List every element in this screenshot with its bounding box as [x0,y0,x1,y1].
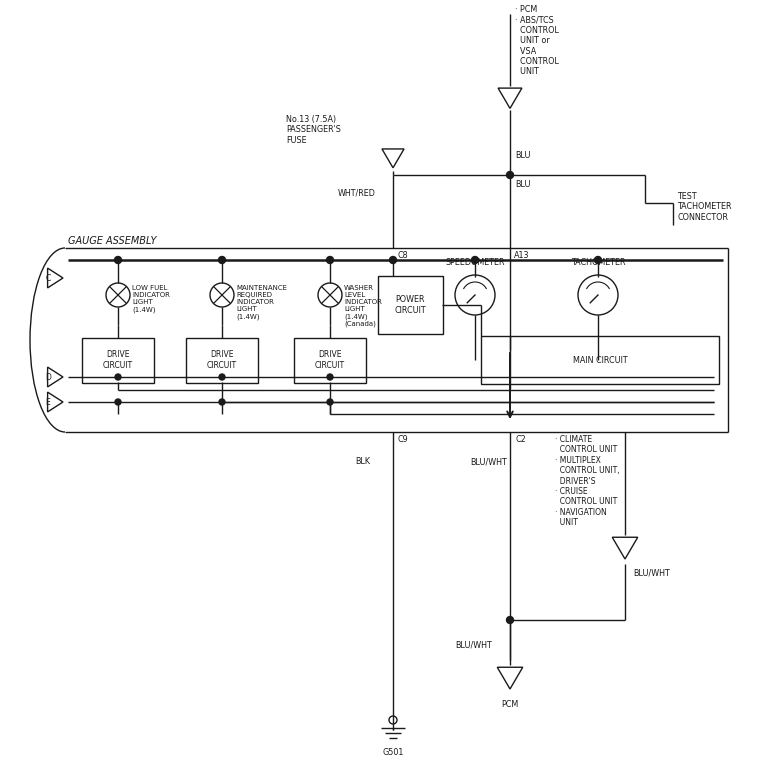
Circle shape [472,256,478,263]
Circle shape [594,256,601,263]
Text: SPEEDOMETER: SPEEDOMETER [445,258,505,267]
Text: A13: A13 [514,251,529,260]
Circle shape [114,256,121,263]
Text: MAIN CIRCUIT: MAIN CIRCUIT [573,355,627,365]
Text: · CLIMATE
  CONTROL UNIT
· MULTIPLEX
  CONTROL UNIT,
  DRIVER'S
· CRUISE
  CONTR: · CLIMATE CONTROL UNIT · MULTIPLEX CONTR… [555,435,620,527]
Text: C9: C9 [398,435,409,444]
Text: GAUGE ASSEMBLY: GAUGE ASSEMBLY [68,236,157,246]
Circle shape [219,374,225,380]
Bar [481,336,719,384]
Bar [378,276,442,334]
Text: D: D [45,372,51,382]
Circle shape [507,171,514,178]
Circle shape [115,374,121,380]
Text: C8: C8 [397,251,408,260]
Text: POWER
CIRCUIT: POWER CIRCUIT [394,295,425,315]
Circle shape [219,399,225,405]
Bar [186,337,258,382]
Text: TACHOMETER: TACHOMETER [571,258,625,267]
Circle shape [507,616,514,623]
Text: LOW FUEL
INDICATOR
LIGHT
(1.4W): LOW FUEL INDICATOR LIGHT (1.4W) [132,285,170,312]
Text: TEST
TACHOMETER
CONNECTOR: TEST TACHOMETER CONNECTOR [677,192,731,222]
Circle shape [219,256,226,263]
Text: BLU/WHT: BLU/WHT [470,457,507,466]
Text: No.13 (7.5A)
PASSENGER'S
FUSE: No.13 (7.5A) PASSENGER'S FUSE [286,115,341,145]
Text: C: C [45,273,51,283]
Text: E: E [45,397,51,407]
Text: BLU: BLU [515,180,531,189]
Text: · PCM
· ABS/TCS
  CONTROL
  UNIT or
  VSA
  CONTROL
  UNIT: · PCM · ABS/TCS CONTROL UNIT or VSA CONT… [515,5,559,76]
Circle shape [115,399,121,405]
Text: WASHER
LEVEL
INDICATOR
LIGHT
(1.4W)
(Canada): WASHER LEVEL INDICATOR LIGHT (1.4W) (Can… [344,285,382,327]
Text: PCM: PCM [502,700,518,709]
Circle shape [327,374,333,380]
Text: G501: G501 [382,748,404,757]
Text: DRIVE
CIRCUIT: DRIVE CIRCUIT [103,351,133,370]
Circle shape [389,256,396,263]
Text: BLK: BLK [355,457,370,466]
Bar [294,337,366,382]
Text: BLU: BLU [515,150,531,160]
Text: BLU/WHT: BLU/WHT [633,568,670,577]
Bar [82,337,154,382]
Text: BLU/WHT: BLU/WHT [455,640,492,650]
Circle shape [327,399,333,405]
Text: WHT/RED: WHT/RED [338,189,376,198]
Text: C2: C2 [515,435,526,444]
Text: MAINTENANCE
REQUIRED
INDICATOR
LIGHT
(1.4W): MAINTENANCE REQUIRED INDICATOR LIGHT (1.… [236,285,287,319]
Text: DRIVE
CIRCUIT: DRIVE CIRCUIT [207,351,237,370]
Circle shape [326,256,333,263]
Text: DRIVE
CIRCUIT: DRIVE CIRCUIT [315,351,345,370]
